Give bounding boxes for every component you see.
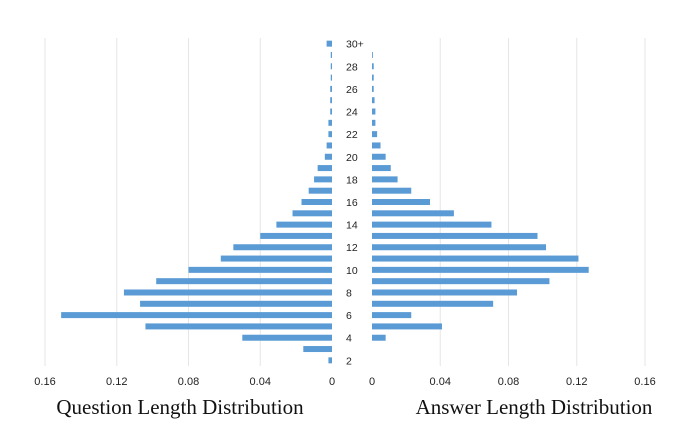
answer-bar — [372, 187, 412, 194]
question-chart-title: Question Length Distribution — [56, 395, 304, 419]
question-bar — [326, 142, 332, 149]
category-label: 2 — [346, 355, 352, 367]
answer-x-tick: 0.16 — [634, 376, 655, 388]
category-label: 28 — [346, 61, 358, 73]
answer-bar — [372, 165, 391, 172]
question-bar — [145, 323, 332, 330]
question-x-tick: 0 — [329, 376, 335, 388]
answer-x-tick: 0.04 — [430, 376, 451, 388]
category-label: 30+ — [346, 39, 364, 51]
answer-bar — [372, 142, 381, 149]
question-bar — [324, 153, 332, 160]
question-bar — [330, 74, 332, 81]
answer-bar — [372, 221, 492, 228]
question-bar — [330, 97, 332, 104]
answer-bar — [372, 244, 547, 251]
answer-bar — [372, 323, 442, 330]
question-bar — [276, 221, 332, 228]
question-bar — [220, 255, 332, 262]
question-bar — [330, 85, 332, 92]
answer-chart-title: Answer Length Distribution — [416, 395, 653, 419]
answer-x-tick: 0.12 — [566, 376, 587, 388]
question-x-tick: 0.12 — [106, 376, 127, 388]
answer-bar — [372, 289, 518, 296]
question-bar — [328, 131, 332, 138]
question-bar — [260, 232, 332, 239]
question-x-tick: 0.08 — [178, 376, 199, 388]
question-bar — [61, 312, 333, 319]
question-bar — [123, 289, 332, 296]
question-bar — [292, 210, 332, 217]
answer-bar — [372, 255, 579, 262]
answer-bar — [372, 131, 378, 138]
answer-bar — [372, 312, 412, 319]
question-bar — [317, 165, 332, 172]
question-bar — [301, 199, 332, 205]
answer-x-tick: 0 — [369, 376, 375, 388]
question-x-tick: 0.16 — [34, 376, 55, 388]
category-label: 16 — [346, 197, 358, 209]
question-bar — [330, 108, 332, 115]
answer-bar — [372, 176, 398, 183]
category-label: 8 — [346, 287, 352, 299]
question-bar — [188, 266, 332, 273]
category-label: 14 — [346, 220, 358, 232]
question-bar — [140, 300, 332, 307]
category-label: 20 — [346, 152, 358, 164]
question-bar — [328, 119, 332, 126]
answer-bar — [372, 74, 374, 81]
answer-x-tick: 0.08 — [498, 376, 519, 388]
answer-bar — [372, 97, 375, 104]
answer-bar — [372, 278, 550, 285]
category-label: 22 — [346, 129, 358, 141]
question-bar — [156, 278, 332, 285]
question-bar — [314, 176, 332, 183]
answer-bar — [372, 153, 386, 160]
category-label: 10 — [346, 265, 358, 277]
category-label: 12 — [346, 242, 358, 254]
question-bar — [242, 334, 332, 341]
answer-bar — [372, 51, 373, 58]
category-label: 26 — [346, 84, 358, 96]
answer-bar — [372, 199, 431, 205]
answer-bar — [372, 85, 374, 92]
answer-bar — [372, 334, 386, 341]
answer-bar — [372, 266, 589, 273]
answer-bar — [372, 210, 454, 217]
question-x-tick: 0.04 — [250, 376, 271, 388]
question-bar — [330, 51, 332, 58]
answer-bar — [372, 63, 374, 70]
category-label: 6 — [346, 310, 352, 322]
answer-bar — [372, 119, 376, 126]
question-bar — [330, 63, 332, 70]
category-label: 18 — [346, 174, 358, 186]
category-label: 4 — [346, 333, 352, 345]
answer-bar — [372, 232, 538, 239]
question-bar — [326, 40, 332, 47]
answer-bar — [372, 300, 494, 307]
question-bar — [233, 244, 332, 251]
answer-bar — [372, 108, 376, 115]
question-bar — [308, 187, 332, 194]
question-bar — [328, 357, 332, 364]
question-bar — [303, 346, 332, 353]
category-label: 24 — [346, 107, 358, 119]
